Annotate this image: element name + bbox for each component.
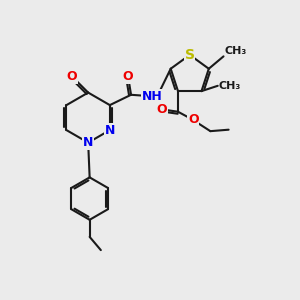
Text: O: O xyxy=(157,103,167,116)
Text: CH₃: CH₃ xyxy=(218,81,241,91)
Text: O: O xyxy=(188,113,199,127)
Text: O: O xyxy=(67,70,77,83)
Text: NH: NH xyxy=(142,90,163,103)
Text: N: N xyxy=(105,124,115,136)
Text: CH₃: CH₃ xyxy=(224,46,246,56)
Text: O: O xyxy=(123,70,134,83)
Text: S: S xyxy=(185,48,195,62)
Text: N: N xyxy=(83,136,93,149)
